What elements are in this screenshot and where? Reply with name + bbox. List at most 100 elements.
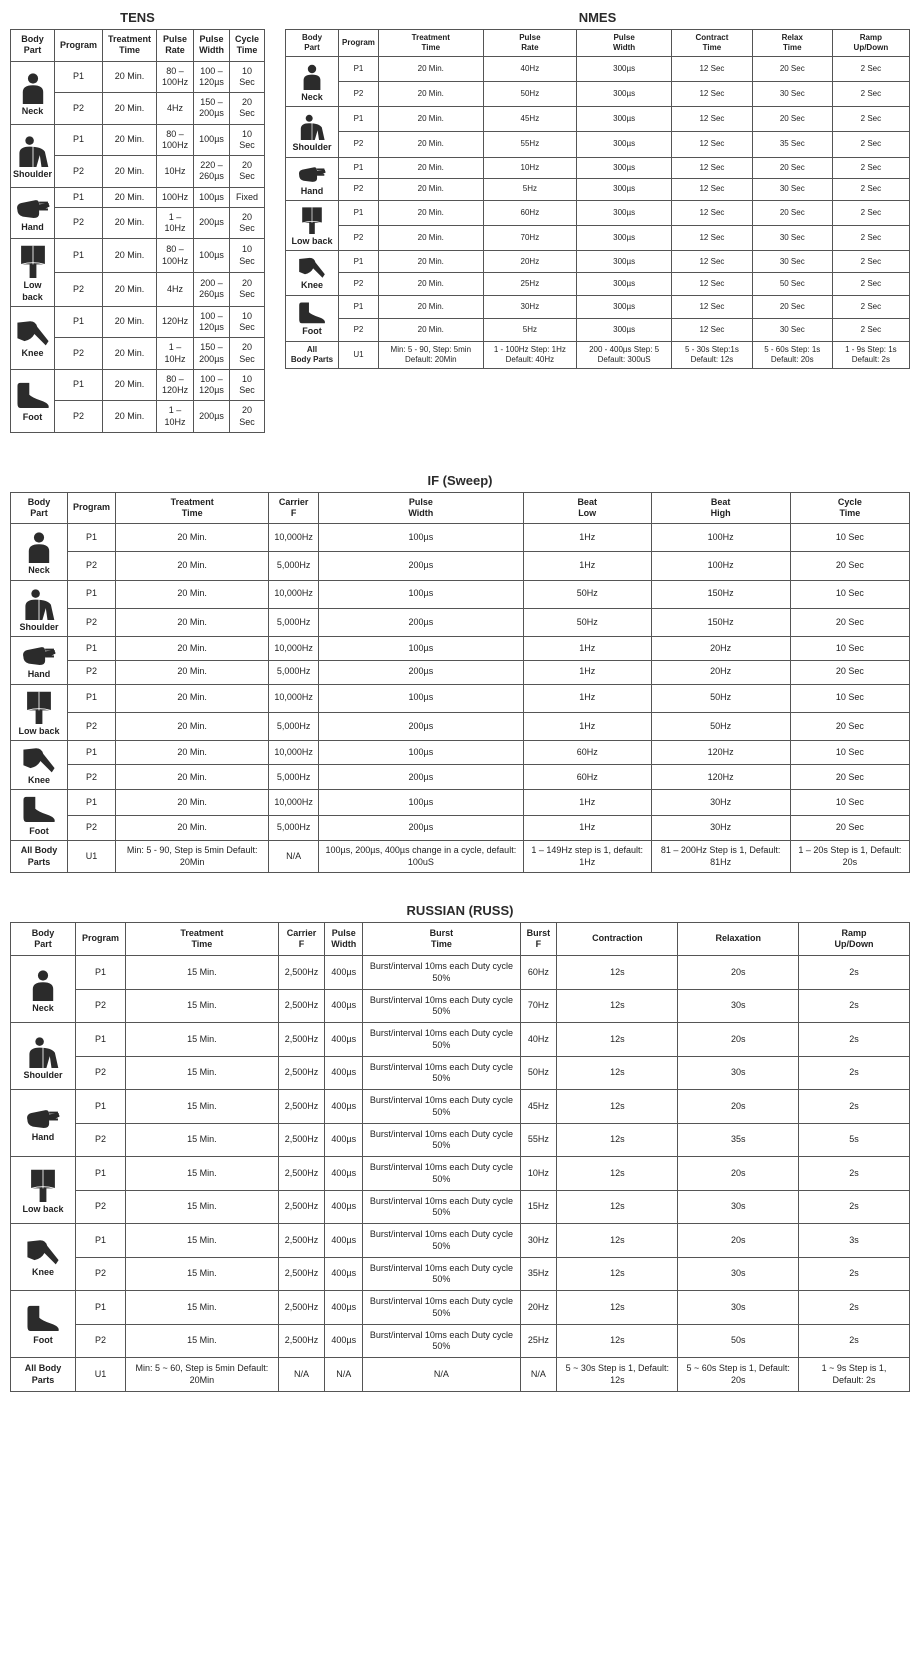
cell: 300µs bbox=[577, 295, 672, 318]
cell: 20 Min. bbox=[103, 338, 157, 370]
cell: 12s bbox=[557, 1257, 678, 1291]
cell: 20 Min. bbox=[378, 179, 483, 201]
cell: 55Hz bbox=[520, 1123, 557, 1157]
bodypart-cell: Low back bbox=[11, 239, 55, 307]
cell: 20 Min. bbox=[116, 552, 269, 580]
cell: 200 – 260µs bbox=[194, 273, 230, 307]
cell: P2 bbox=[339, 132, 379, 157]
tens-title: TENS bbox=[10, 10, 265, 25]
cell: 20 Min. bbox=[378, 200, 483, 225]
cell: P2 bbox=[68, 815, 116, 841]
cell: 70Hz bbox=[483, 225, 576, 250]
cell: N/A bbox=[325, 1358, 363, 1392]
bodypart-label: Shoulder bbox=[13, 622, 65, 633]
bodypart-cell: Low back bbox=[11, 1157, 76, 1224]
cell: P2 bbox=[55, 401, 103, 433]
cell: 12 Sec bbox=[672, 318, 753, 341]
cell: 60Hz bbox=[523, 740, 651, 765]
cell: 20s bbox=[678, 1157, 798, 1191]
cell: 2 Sec bbox=[832, 157, 909, 179]
bodypart-label: Hand bbox=[17, 1132, 69, 1143]
cell: Min: 5 ~ 60, Step is 5min Default: 20Min bbox=[126, 1358, 279, 1392]
cell: 300µs bbox=[577, 82, 672, 107]
cell: 20 Sec bbox=[752, 200, 832, 225]
col-header: Program bbox=[76, 922, 126, 956]
cell: 20Hz bbox=[651, 660, 790, 684]
cell: 12s bbox=[557, 956, 678, 990]
col-header: TreatmentTime bbox=[116, 492, 269, 524]
cell: 12 Sec bbox=[672, 57, 753, 82]
knee-icon bbox=[22, 746, 56, 773]
cell: 150 – 200µs bbox=[194, 93, 230, 125]
cell: N/A bbox=[520, 1358, 557, 1392]
cell: 12s bbox=[557, 1291, 678, 1325]
cell: 30Hz bbox=[651, 790, 790, 816]
cell: 1Hz bbox=[523, 712, 651, 740]
cell: 60Hz bbox=[483, 200, 576, 225]
col-header: RampUp/Down bbox=[798, 922, 909, 956]
cell: N/A bbox=[278, 1358, 325, 1392]
cell: 400µs bbox=[325, 1190, 363, 1224]
cell: P2 bbox=[339, 318, 379, 341]
cell: 100 – 120µs bbox=[194, 306, 230, 338]
ifsweep-title: IF (Sweep) bbox=[10, 473, 910, 488]
cell: 20 Min. bbox=[116, 712, 269, 740]
bodypart-label: Knee bbox=[13, 775, 65, 786]
cell: P1 bbox=[76, 1224, 126, 1258]
col-header: BodyPart bbox=[286, 30, 339, 57]
cell: 15 Min. bbox=[126, 1123, 279, 1157]
cell: 20 Sec bbox=[790, 815, 909, 841]
cell: 300µs bbox=[577, 57, 672, 82]
cell: 20 Sec bbox=[229, 93, 264, 125]
cell: 400µs bbox=[325, 1123, 363, 1157]
cell: 2s bbox=[798, 956, 909, 990]
bodypart-label: Shoulder bbox=[17, 1070, 69, 1081]
cell: P2 bbox=[55, 273, 103, 307]
col-header: TreatmentTime bbox=[126, 922, 279, 956]
shoulder-icon bbox=[16, 133, 50, 167]
cell: 10Hz bbox=[483, 157, 576, 179]
cell: 20 Min. bbox=[378, 132, 483, 157]
cell: 30Hz bbox=[651, 815, 790, 841]
cell: Burst/interval 10ms each Duty cycle 50% bbox=[363, 1324, 520, 1358]
cell: 80 – 100Hz bbox=[157, 239, 194, 273]
cell: 20 Min. bbox=[378, 82, 483, 107]
cell: 50Hz bbox=[520, 1056, 557, 1090]
cell: 300µs bbox=[577, 179, 672, 201]
cell: P2 bbox=[339, 82, 379, 107]
cell: 50Hz bbox=[523, 580, 651, 608]
bodypart-cell: Shoulder bbox=[286, 107, 339, 157]
cell: 2s bbox=[798, 1056, 909, 1090]
cell: 100 – 120µs bbox=[194, 61, 230, 93]
cell: 35Hz bbox=[520, 1257, 557, 1291]
cell: Burst/interval 10ms each Duty cycle 50% bbox=[363, 1224, 520, 1258]
cell: 300µs bbox=[577, 157, 672, 179]
cell: 2,500Hz bbox=[278, 1023, 325, 1057]
cell: 50 Sec bbox=[752, 273, 832, 295]
neck-icon bbox=[298, 62, 326, 90]
cell: 20 Min. bbox=[103, 401, 157, 433]
bodypart-label: Low back bbox=[13, 726, 65, 737]
cell: 20 Sec bbox=[790, 712, 909, 740]
cell: 100µs bbox=[318, 740, 523, 765]
col-header: TreatmentTime bbox=[378, 30, 483, 57]
cell: 2,500Hz bbox=[278, 1123, 325, 1157]
bodypart-cell: Hand bbox=[286, 157, 339, 200]
cell: 400µs bbox=[325, 1056, 363, 1090]
lowback-icon bbox=[26, 1168, 60, 1202]
col-header: Program bbox=[55, 30, 103, 62]
cell: 20 Min. bbox=[116, 580, 269, 608]
cell: 2s bbox=[798, 989, 909, 1023]
cell: 25Hz bbox=[483, 273, 576, 295]
bodypart-cell: Shoulder bbox=[11, 124, 55, 187]
cell: 400µs bbox=[325, 1157, 363, 1191]
bodypart-label: Low back bbox=[289, 236, 335, 247]
cell: 10Hz bbox=[520, 1157, 557, 1191]
cell: 20 Min. bbox=[103, 207, 157, 239]
cell: 50s bbox=[678, 1324, 798, 1358]
col-header: Contraction bbox=[557, 922, 678, 956]
cell: P2 bbox=[55, 207, 103, 239]
cell: 400µs bbox=[325, 1257, 363, 1291]
col-header: PulseWidth bbox=[194, 30, 230, 62]
cell: 30s bbox=[678, 1056, 798, 1090]
